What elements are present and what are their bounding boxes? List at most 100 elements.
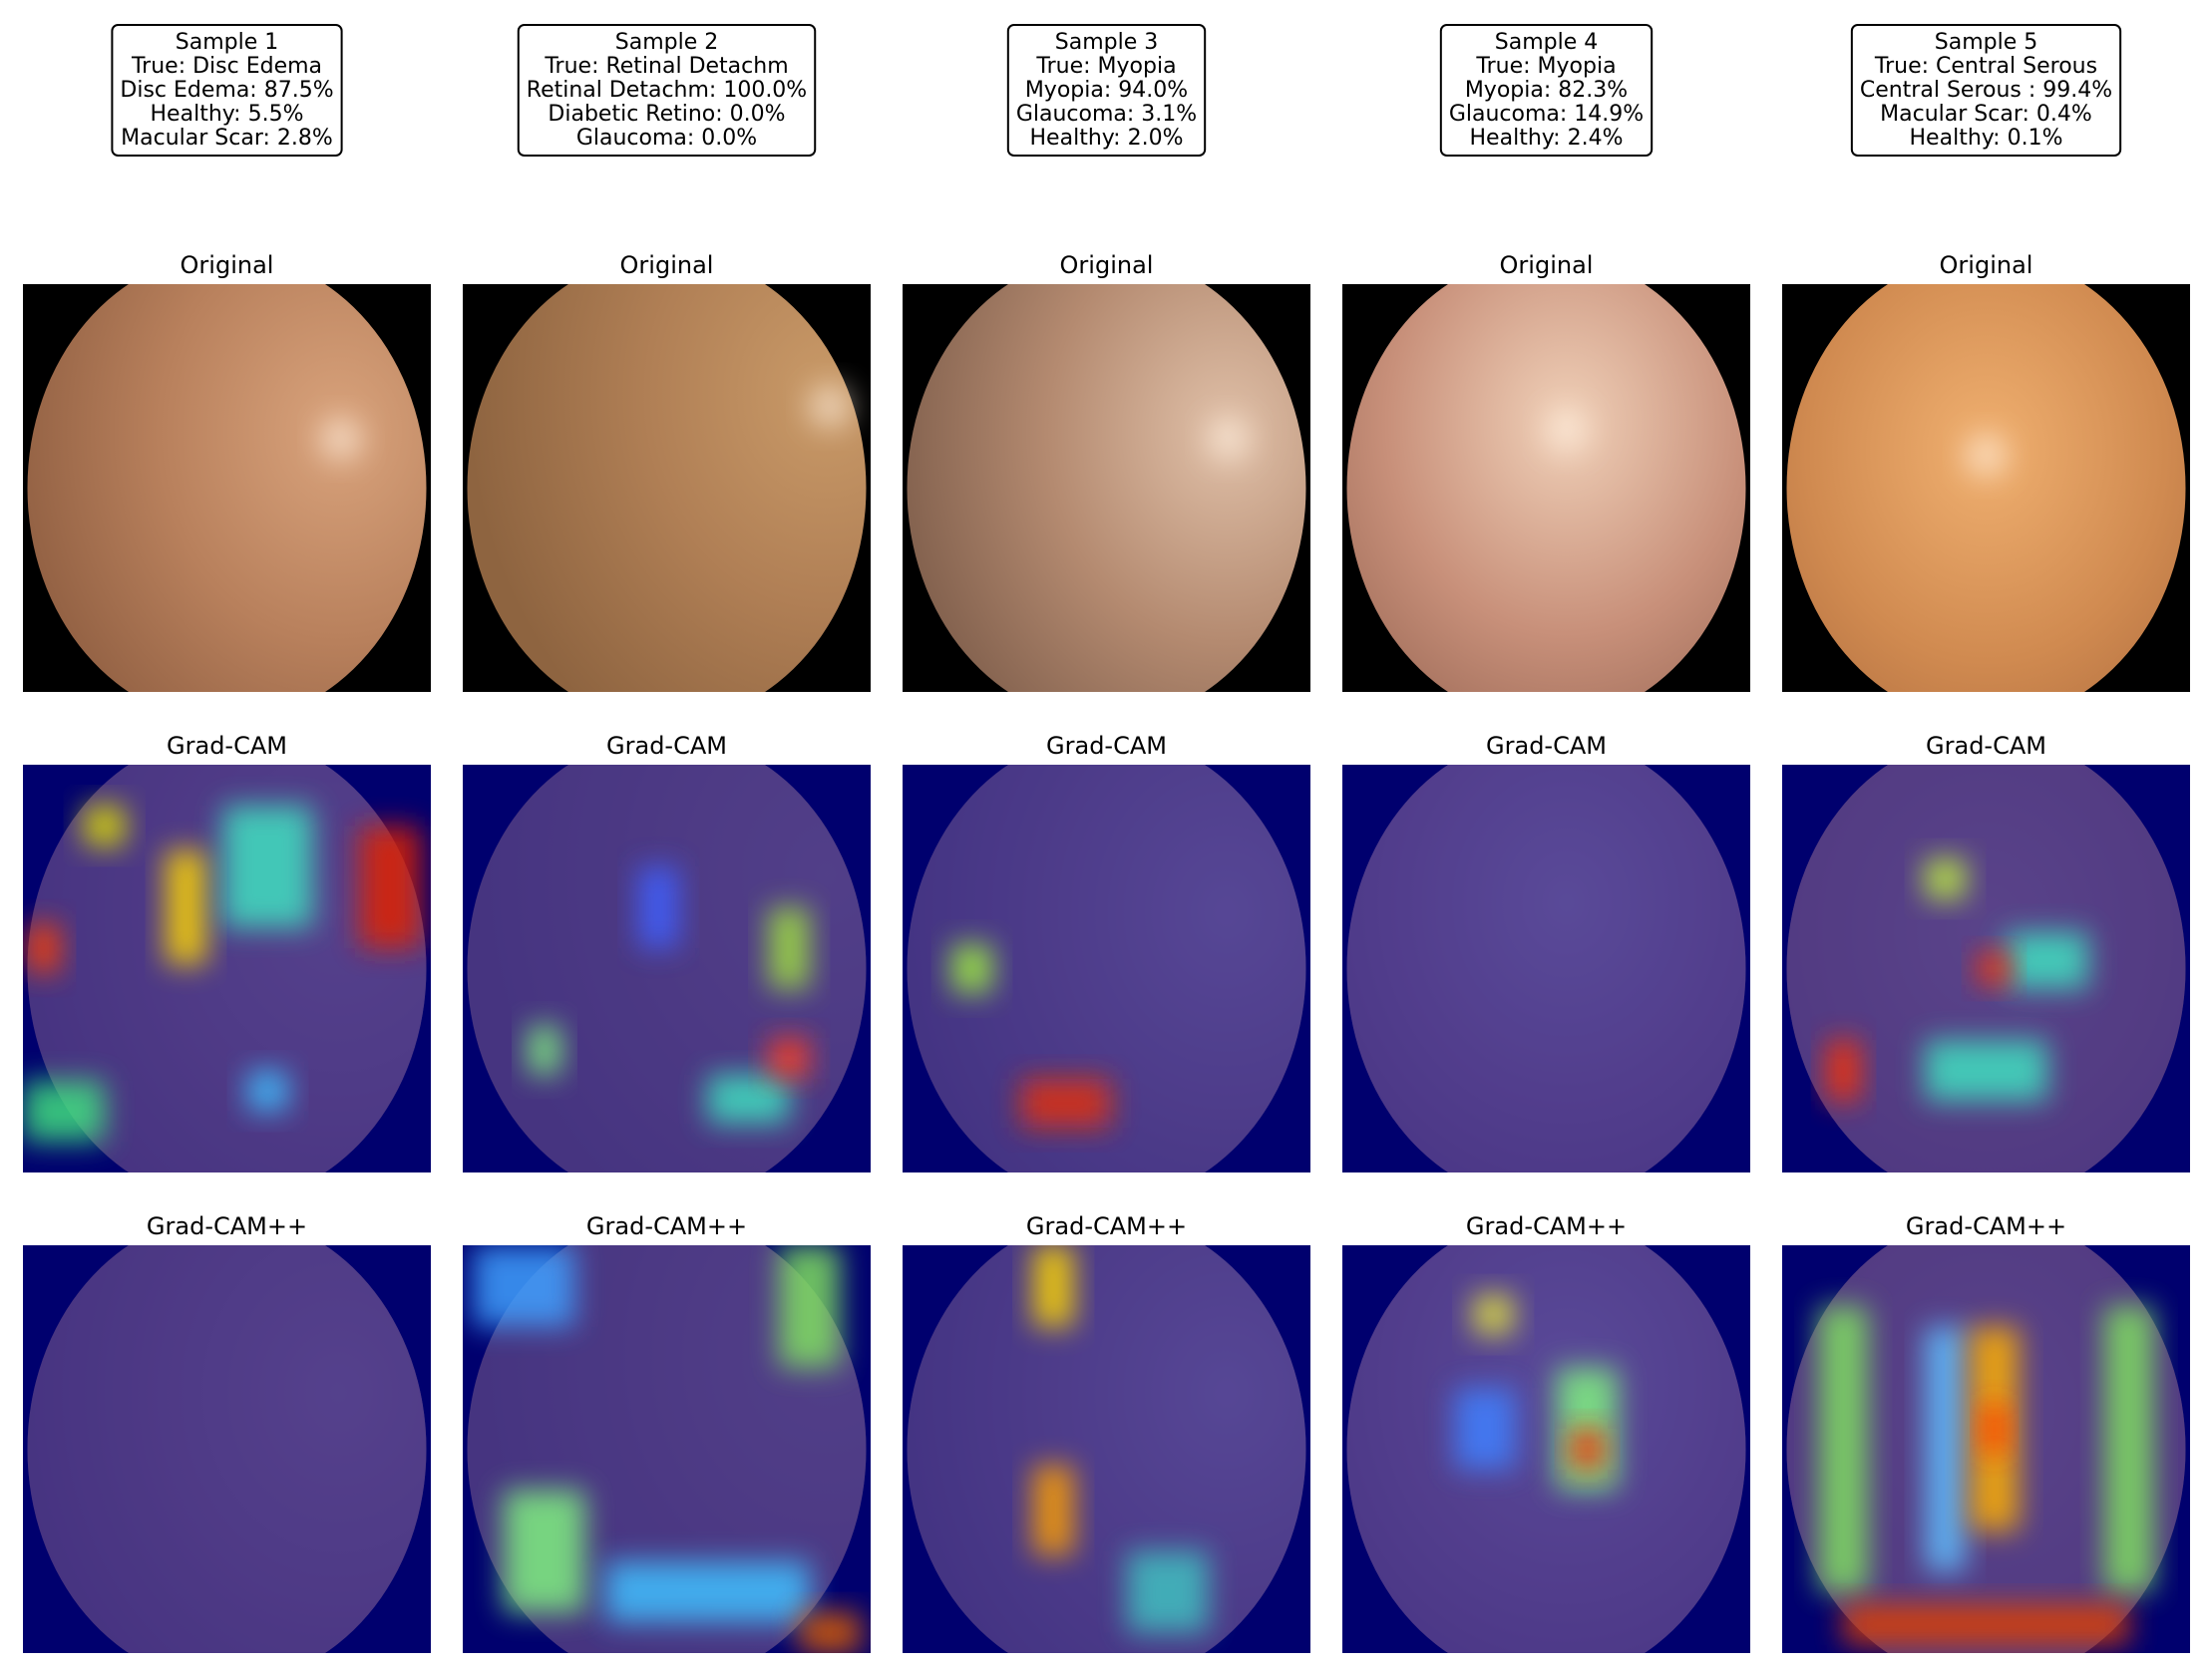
retina [467,284,867,692]
heat-blob [84,805,126,846]
fundus-image [23,284,431,692]
box-line: Sample 3 [1055,30,1158,55]
heat-blob [707,1074,790,1124]
retina [907,284,1306,692]
heat-blob [1925,1326,1967,1572]
heat-blob [951,943,992,994]
optic-disc [808,384,853,429]
box-line: Macular Scar: 0.4% [1880,102,2092,127]
heat-blob [528,1025,561,1075]
heat-blob [1826,1040,1860,1102]
box-line: True: Central Serous [1874,54,2097,79]
optic-disc [1207,417,1252,462]
heat-blob [1032,1245,1074,1327]
box-line: True: Retinal Detachm [544,54,788,79]
heat-blob [768,907,810,989]
box-line: Diabetic Retino: 0.0% [548,102,785,127]
box-line: Sample 2 [615,30,718,55]
retina [27,284,427,692]
heat-blob [799,1612,861,1653]
box-frame [111,24,343,157]
panel-title: Original [1500,251,1594,279]
panel-title: Grad-CAM++ [147,1212,307,1240]
box-line: Healthy: 0.1% [1910,126,2063,151]
heat-blob [1843,1603,2129,1645]
tint [1346,765,1746,1172]
box-line: Glaucoma: 0.0% [576,126,757,151]
heat-blob [27,923,60,973]
fundus-image [903,1245,1310,1653]
heat-blob [1978,952,2012,985]
fundus-image [463,765,871,1172]
heat-blob [1818,1306,1868,1592]
heat-blob [1571,1429,1604,1470]
panel-title: Grad-CAM++ [1906,1212,2066,1240]
heat-blob [166,849,207,965]
panel-title: Original [620,251,714,279]
heat-blob [605,1560,810,1623]
fundus-image [1782,284,2190,692]
panel-title: Original [181,251,274,279]
heat-blob [359,826,421,949]
tint [907,1245,1306,1653]
box-line: Healthy: 5.5% [151,102,304,127]
heat-blob [1472,1294,1514,1335]
optic-disc [1964,433,2009,478]
tint [907,765,1306,1172]
heat-blob [1126,1550,1209,1633]
panel-title: Grad-CAM [1046,732,1167,760]
retina [1346,284,1746,692]
box-line: True: Myopia [1035,54,1176,79]
box-line: Healthy: 2.0% [1030,126,1184,151]
fundus-image [1342,1245,1750,1653]
fundus-image [23,765,431,1172]
box-line: Glaucoma: 14.9% [1449,102,1644,127]
fundus-image [463,284,871,692]
box-frame [517,24,817,157]
heat-blob [1982,1404,2007,1454]
tint [467,765,867,1172]
panel-title: Original [1060,251,1154,279]
panel-title: Grad-CAM++ [1026,1212,1187,1240]
fundus-image [1342,765,1750,1172]
box-line: Retinal Detachm: 100.0% [527,78,807,103]
box-line: Myopia: 94.0% [1025,78,1188,103]
heat-blob [503,1490,585,1613]
panel-title: Grad-CAM++ [586,1212,747,1240]
heat-blob [222,805,313,928]
heat-blob [1925,1040,2047,1102]
fundus-image [23,1245,431,1653]
fundus-image [463,1245,871,1653]
box-line: Disc Edema: 87.5% [120,78,333,103]
fundus-image [1782,765,2190,1172]
heat-blob [2104,1306,2154,1592]
tint [27,765,427,1172]
box-line: True: Disc Edema [131,54,322,79]
box-line: Sample 5 [1935,30,2037,55]
panel-title: Original [1940,251,2033,279]
heat-blob [246,1070,288,1112]
tint [27,1245,427,1653]
heat-blob [473,1245,575,1327]
fundus-image [1782,1245,2190,1653]
box-line: Myopia: 82.3% [1465,78,1628,103]
box-frame [1006,24,1207,157]
heat-blob [1020,1078,1111,1129]
retina [1786,284,2186,692]
box-line: Sample 4 [1495,30,1598,55]
box-line: Sample 1 [176,30,278,55]
box-line: Healthy: 2.4% [1470,126,1624,151]
tint [1346,1245,1746,1653]
heat-blob [2006,931,2088,989]
box-frame [1850,24,2122,157]
heat-blob [637,866,679,949]
heat-blob [778,1245,841,1368]
box-line: True: Myopia [1475,54,1616,79]
panel-title: Grad-CAM [606,732,727,760]
